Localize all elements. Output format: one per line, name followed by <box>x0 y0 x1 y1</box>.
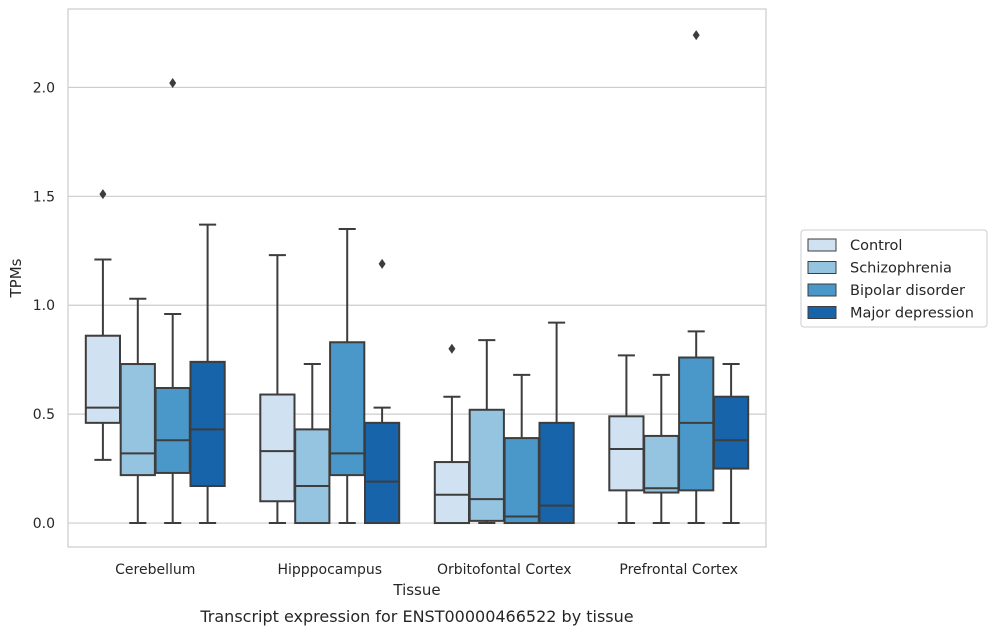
box-body <box>433 461 471 525</box>
outlier-point <box>169 78 177 89</box>
x-tick-label: Cerebellum <box>115 562 195 578</box>
box <box>154 78 191 525</box>
box <box>433 343 471 525</box>
box-layer <box>84 30 750 525</box>
legend: Control Schizophrenia Bipolar disorder Majo… <box>800 229 988 328</box>
x-tick-label: Prefrontal Cortex <box>619 562 738 578</box>
legend-label: Bipolar disorder <box>850 283 965 299</box>
legend-label: Major depression <box>850 306 974 322</box>
box-body <box>712 395 750 470</box>
x-tick-label: Hipppocampus <box>277 562 382 578</box>
legend-swatch <box>807 283 837 297</box>
box <box>503 373 540 525</box>
outlier-point <box>378 258 386 269</box>
box <box>84 189 122 461</box>
box-body <box>154 386 191 474</box>
legend-frame <box>800 229 988 328</box>
x-tick-labels: Cerebellum Hipppocampus Orbitofontal Corte… <box>115 562 738 578</box>
legend-swatch <box>807 261 837 274</box>
box-body <box>608 415 645 492</box>
box-body <box>643 434 680 494</box>
outlier-point <box>448 343 456 354</box>
box-body <box>503 437 540 525</box>
box <box>538 321 575 525</box>
plot-frame <box>67 8 767 548</box>
y-tick-label: 1.0 <box>33 298 55 314</box>
y-tick-label: 1.5 <box>33 189 55 205</box>
box <box>678 30 715 525</box>
box-body <box>294 428 331 525</box>
x-tick-label: Orbitofontal Cortex <box>437 562 572 578</box>
outlier-point <box>692 30 700 41</box>
y-tick-label: 2.0 <box>33 80 55 96</box>
box-body <box>259 393 296 503</box>
box-body <box>189 360 226 488</box>
box <box>259 254 296 525</box>
legend-label: Control <box>850 238 902 254</box>
box <box>608 354 645 525</box>
box <box>189 223 226 525</box>
box <box>643 373 680 525</box>
y-tick-label: 0.5 <box>33 407 55 423</box>
box-body <box>678 356 715 492</box>
y-tick-labels: 0.0 0.5 1.0 1.5 2.0 <box>33 80 55 532</box>
box-body <box>363 421 401 525</box>
box <box>119 297 156 525</box>
box <box>294 363 331 525</box>
outlier-point <box>99 189 107 200</box>
legend-swatch <box>807 238 837 252</box>
y-tick-label: 0.0 <box>33 516 55 532</box>
chart-caption: Transcript expression for ENST0000046652… <box>199 607 633 626</box>
box-body <box>329 341 366 477</box>
box-body <box>538 421 575 525</box>
box-body <box>119 363 156 477</box>
y-axis-label: TPMs <box>7 258 25 298</box>
legend-swatch <box>807 306 837 319</box>
box-body <box>468 408 505 522</box>
box <box>363 258 401 525</box>
legend-label: Schizophrenia <box>850 261 952 277</box>
x-axis-label: Tissue <box>392 581 440 599</box>
box-body <box>84 334 122 424</box>
box <box>468 339 505 525</box>
box <box>329 227 366 525</box>
box <box>712 363 750 525</box>
